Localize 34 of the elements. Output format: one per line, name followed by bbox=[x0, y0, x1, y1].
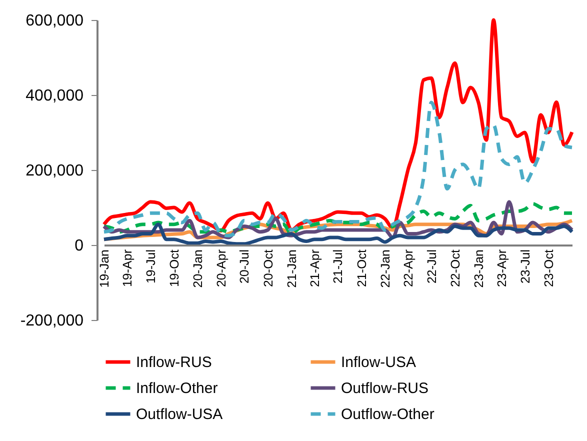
y-tick-label: -200,000 bbox=[20, 312, 84, 330]
x-tick-label: 21-Jan bbox=[284, 249, 299, 288]
y-tick-label: 600,000 bbox=[26, 12, 84, 30]
x-tick-label: 20-Jul bbox=[238, 250, 252, 284]
x-tick-label: 19-Oct bbox=[167, 248, 182, 288]
legend-label: Inflow-RUS bbox=[136, 354, 212, 371]
x-tick-label: 19-Apr bbox=[120, 250, 135, 288]
x-tick-label: 20-Jan bbox=[191, 249, 206, 288]
y-tick-label: 0 bbox=[74, 238, 84, 254]
legend-label: Outflow-USA bbox=[136, 406, 223, 423]
x-tick-label: 21-Apr bbox=[308, 250, 322, 288]
x-tick-label: 22-Apr bbox=[401, 250, 416, 288]
x-tick-label: 19-Jan bbox=[98, 249, 112, 288]
x-tick-label: 23-Apr bbox=[495, 250, 510, 288]
x-tick-label: 20-Oct bbox=[261, 248, 276, 288]
x-tick-label: 20-Apr bbox=[214, 250, 228, 288]
legend-label: Outflow-Other bbox=[341, 406, 434, 423]
x-tick-label: 22-Jul bbox=[424, 250, 439, 284]
x-tick-label: 23-Jul bbox=[518, 250, 532, 284]
legend-label: Outflow-RUS bbox=[341, 380, 429, 397]
x-tick-label: 19-Jul bbox=[144, 250, 158, 284]
legend-label: Inflow-Other bbox=[136, 380, 218, 397]
x-tick-label: 22-Jan bbox=[378, 249, 392, 288]
line-series bbox=[102, 18, 574, 232]
legend-label: Inflow-USA bbox=[341, 354, 416, 371]
x-tick-label: 23-Jan bbox=[472, 249, 486, 288]
line-series bbox=[102, 222, 574, 246]
x-tick-label: 21-Jul bbox=[331, 250, 346, 284]
x-tick-label: 23-Oct bbox=[542, 248, 556, 288]
x-tick-label: 22-Oct bbox=[448, 248, 462, 288]
x-tick-label: 21-Oct bbox=[354, 248, 369, 288]
y-tick-label: 200,000 bbox=[26, 162, 84, 180]
line-series bbox=[102, 100, 574, 238]
y-tick-label: 400,000 bbox=[26, 88, 84, 104]
